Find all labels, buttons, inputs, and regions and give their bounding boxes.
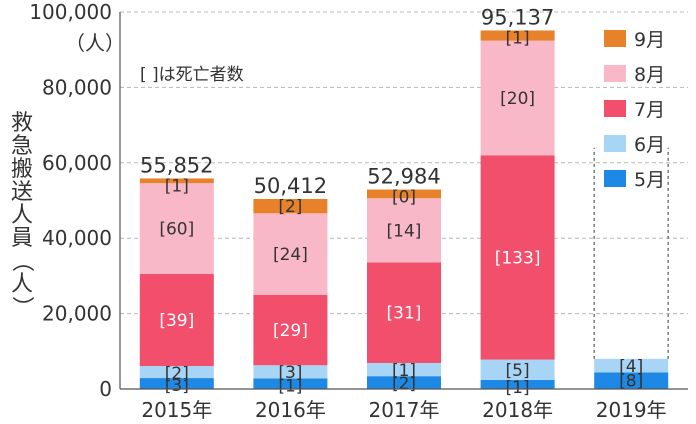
bar-segment bbox=[139, 178, 214, 184]
bars: [3][2][39][60][1]55,852[1][3][29][24][2]… bbox=[139, 5, 669, 398]
y-tick-label: 20,000 bbox=[42, 302, 112, 326]
legend: 9月 8月 7月 6月 5月 bbox=[604, 29, 665, 191]
bar-segment bbox=[367, 198, 441, 263]
bar-segment bbox=[480, 30, 555, 41]
y-axis-label-char: 人 bbox=[11, 272, 33, 297]
legend-label: 9月 bbox=[634, 29, 665, 51]
total-label: 95,137 bbox=[481, 5, 554, 29]
bar-segment bbox=[480, 40, 555, 156]
bar-segment bbox=[253, 198, 328, 214]
y-tick-label: 60,000 bbox=[42, 151, 112, 175]
y-tick-label: 40,000 bbox=[42, 226, 112, 250]
legend-label: 6月 bbox=[634, 134, 665, 156]
death-count-label: [29] bbox=[273, 321, 308, 341]
bar-segment bbox=[139, 378, 214, 389]
y-axis-label-char: 員 bbox=[11, 226, 33, 251]
death-count-label: [31] bbox=[387, 304, 422, 324]
bar-segment bbox=[253, 294, 328, 366]
bar-segment bbox=[594, 358, 669, 373]
death-count-label: [2] bbox=[278, 197, 302, 217]
legend-label: 5月 bbox=[634, 169, 665, 191]
bar-segment bbox=[139, 183, 214, 275]
legend-swatch bbox=[604, 135, 626, 152]
death-count-label: [8] bbox=[619, 372, 643, 392]
bar-segment bbox=[253, 213, 328, 295]
bar-segment bbox=[480, 359, 555, 380]
y-tick-label: 80,000 bbox=[42, 75, 112, 99]
death-count-label: [3] bbox=[278, 363, 302, 383]
death-count-label: [39] bbox=[159, 311, 194, 331]
bar-segment bbox=[367, 362, 441, 377]
x-tick-label: 2016年 bbox=[255, 398, 326, 422]
death-count-label: [0] bbox=[392, 188, 416, 208]
legend-label: 8月 bbox=[634, 64, 665, 86]
x-tick-label: 2015年 bbox=[141, 398, 212, 422]
legend-swatch bbox=[604, 65, 626, 82]
legend-label: 7月 bbox=[634, 99, 665, 121]
axes: 0 20,000 40,000 60,000 80,000 100,000 2015年 201… bbox=[29, 0, 688, 422]
death-count-label: [14] bbox=[387, 221, 422, 241]
y-tick-label: 100,000 bbox=[29, 0, 112, 24]
y-axis-label-char: 急 bbox=[11, 134, 33, 159]
bar-segment bbox=[367, 262, 441, 363]
death-count-label: [1] bbox=[278, 376, 302, 396]
legend-swatch bbox=[604, 100, 626, 117]
bar-segment bbox=[139, 274, 214, 367]
y-axis-label-char: 搬 bbox=[11, 157, 33, 182]
legend-swatch bbox=[604, 170, 626, 187]
y-unit-label: （人） bbox=[65, 31, 125, 55]
legend-swatch bbox=[604, 30, 626, 47]
bar-segment bbox=[480, 379, 555, 389]
death-count-label: [1] bbox=[506, 28, 530, 48]
death-count-label: [3] bbox=[165, 376, 189, 396]
y-axis-label-char: 救 bbox=[11, 111, 33, 136]
bar-segment bbox=[480, 155, 555, 360]
bar-segment bbox=[253, 378, 328, 389]
y-axis-label-char: （ bbox=[9, 250, 34, 272]
death-count-label: [5] bbox=[506, 361, 530, 381]
death-count-label: [4] bbox=[619, 357, 643, 377]
y-tick-label: 0 bbox=[99, 377, 112, 401]
total-label: 55,852 bbox=[140, 153, 213, 177]
death-count-label: [2] bbox=[165, 364, 189, 384]
bar-segment bbox=[139, 366, 214, 379]
deaths-note: [ ]は死亡者数 bbox=[140, 65, 244, 85]
x-tick-label: 2018年 bbox=[482, 398, 553, 422]
x-tick-label: 2017年 bbox=[369, 398, 440, 422]
total-label: 52,984 bbox=[367, 165, 440, 189]
y-axis-label-char: ） bbox=[9, 296, 34, 318]
y-axis-label-char: 人 bbox=[11, 203, 33, 228]
death-count-label: [1] bbox=[165, 176, 189, 196]
death-count-label: [1] bbox=[392, 361, 416, 381]
death-count-label: [60] bbox=[159, 220, 194, 240]
death-count-label: [20] bbox=[500, 89, 535, 109]
death-count-label: [133] bbox=[495, 248, 541, 268]
bar-segment bbox=[253, 365, 328, 379]
bar-segment bbox=[367, 189, 441, 199]
x-tick-label: 2019年 bbox=[596, 398, 667, 422]
y-axis-label-char: 送 bbox=[11, 180, 33, 205]
total-label: 50,412 bbox=[254, 174, 327, 198]
bar-segment bbox=[367, 376, 441, 389]
death-count-label: [1] bbox=[506, 378, 530, 398]
bar-segment bbox=[594, 372, 669, 389]
death-count-label: [24] bbox=[273, 245, 308, 265]
